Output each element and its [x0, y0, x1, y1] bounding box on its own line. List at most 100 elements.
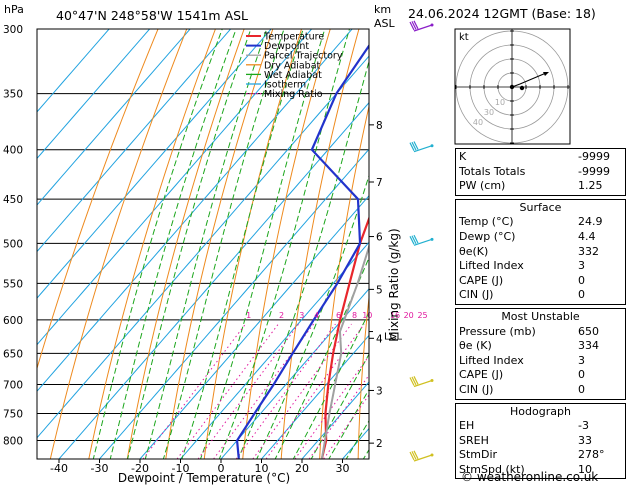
isotherm-line — [37, 29, 232, 253]
mixing-ratio-label: 8 — [352, 311, 357, 320]
legend-entry: Parcel Trajectory — [264, 51, 343, 62]
wet-adiabat-line — [109, 29, 237, 459]
wet-adiabat-line — [162, 29, 285, 459]
isotherm-line — [37, 29, 313, 346]
barb-flag — [409, 142, 415, 151]
wet-adiabat-line — [144, 29, 268, 459]
wet-adiabat-line — [237, 59, 369, 459]
stat-row: EH -3 — [459, 419, 622, 434]
surface-title: Surface — [519, 200, 562, 214]
stat-value: 10 — [578, 462, 592, 476]
stat-value: 278° — [578, 448, 605, 462]
mixing-ratio-label: 10 — [362, 311, 372, 320]
storm-motion-marker — [519, 85, 525, 91]
barb-flag — [411, 376, 417, 386]
pressure-tick-label: 350 — [3, 89, 23, 101]
barb-dot — [430, 23, 434, 27]
isotherm-line — [37, 29, 353, 392]
mixing-ratio-line — [197, 323, 300, 459]
mixing-ratio-axis-label: Mixing Ratio (g/kg) — [387, 228, 401, 341]
stat-label: Dewp (°C) — [459, 229, 516, 243]
wet-adiabat-line — [92, 29, 223, 459]
isotherm-line — [139, 195, 369, 459]
isotherm-line — [180, 241, 369, 459]
dry-adiabat-line — [397, 6, 451, 459]
dry-adiabat-line — [88, 29, 216, 459]
most-unstable-table: Most Unstable Pressure (mb) 650 θe (K) 334 L… — [455, 307, 626, 400]
pressure-tick-label: 700 — [3, 380, 23, 392]
barb-flag — [413, 450, 419, 460]
isotherm-line — [37, 55, 369, 439]
stat-value: 332 — [578, 244, 599, 258]
stat-row: CIN (J) 0 — [459, 383, 622, 398]
isotherm-line — [37, 29, 272, 299]
legend-entry: Temperature — [263, 32, 324, 43]
dry-adiabat-line — [37, 29, 159, 370]
wind-barb — [409, 20, 434, 32]
mixing-ratio-label: 4 — [314, 311, 319, 320]
stat-label: StmDir — [459, 448, 498, 462]
mixing-ratio-line — [323, 394, 369, 459]
stat-label: Temp (°C) — [459, 215, 514, 229]
lcl-label: LCL — [384, 332, 403, 343]
dry-adiabat-line — [319, 104, 369, 459]
stat-label: CAPE (J) — [459, 273, 504, 287]
mixing-ratio-line — [252, 323, 352, 459]
stat-value: -9999 — [578, 150, 610, 163]
legend-entry: Dewpoint — [264, 41, 309, 52]
surface-table: Surface Temp (°C) 24.9 Dewp (°C) 4.4 θe(K) 33… — [455, 198, 626, 305]
barb-flag — [409, 236, 415, 245]
pressure-tick-label: 750 — [3, 408, 23, 420]
stat-row: CAPE (J) 0 — [459, 274, 622, 289]
stat-row: PW (cm) 1.25 — [459, 179, 622, 194]
wind-barb — [409, 376, 434, 388]
pressure-unit-label: hPa — [4, 3, 24, 16]
barb-staff — [413, 238, 433, 246]
stat-row: CAPE (J) 0 — [459, 368, 622, 383]
isotherm-line — [37, 29, 151, 160]
stat-value: 4.4 — [578, 229, 596, 243]
x-tick-label: -20 — [131, 462, 149, 475]
pressure-tick-label: 300 — [3, 24, 23, 36]
stat-row: SREH 33 — [459, 434, 622, 449]
wet-adiabat-line — [274, 256, 369, 459]
stat-row: Dewp (°C) 4.4 — [459, 230, 622, 245]
mixing-ratio-line — [308, 374, 369, 459]
barb-dot — [430, 379, 434, 383]
x-tick-label: -30 — [91, 462, 109, 475]
stat-row: StmDir 278° — [459, 448, 622, 463]
barb-flag — [411, 235, 417, 244]
dry-adiabat-line — [126, 29, 245, 459]
wet-adiabat-line — [256, 173, 369, 459]
km-tick-label: 5 — [376, 284, 383, 296]
barb-flag — [411, 451, 417, 460]
barb-flag — [413, 20, 419, 30]
hodograph-table-title: Hodograph — [510, 404, 571, 418]
stat-label: CAPE (J) — [459, 368, 504, 382]
stat-label: K — [459, 150, 467, 163]
pressure-tick-label: 500 — [3, 238, 23, 250]
pressure-tick-label: 550 — [3, 278, 23, 290]
plot-frame — [36, 28, 370, 460]
dry-adiabat-line — [49, 29, 188, 459]
mixing-ratio-label: 1 — [246, 311, 251, 320]
stat-value: 0 — [578, 382, 585, 396]
stat-label: Pressure (mb) — [459, 324, 536, 338]
stat-label: PW (cm) — [459, 179, 506, 193]
stat-label: SREH — [459, 433, 489, 447]
mixing-ratio-label: 16 — [390, 311, 400, 320]
stat-row: Totals Totals -9999 — [459, 165, 622, 180]
pressure-tick-label: 450 — [3, 194, 23, 206]
stat-row: θe(K) 332 — [459, 245, 622, 260]
stats-panel: K -9999 Totals Totals -9999 PW (cm) 1.25 Surf… — [455, 148, 626, 482]
stat-label: θe (K) — [459, 339, 492, 353]
pressure-tick-label: 800 — [3, 436, 23, 448]
barb-flag — [409, 377, 415, 386]
pressure-tick-label: 650 — [3, 348, 23, 360]
stat-row: K -9999 — [459, 150, 622, 165]
stat-label: θe(K) — [459, 244, 489, 258]
wet-adiabat-line — [127, 29, 252, 459]
isotherm-line — [37, 29, 191, 206]
mixing-ratio-label: 25 — [417, 311, 427, 320]
mixing-ratio-line — [176, 323, 279, 459]
